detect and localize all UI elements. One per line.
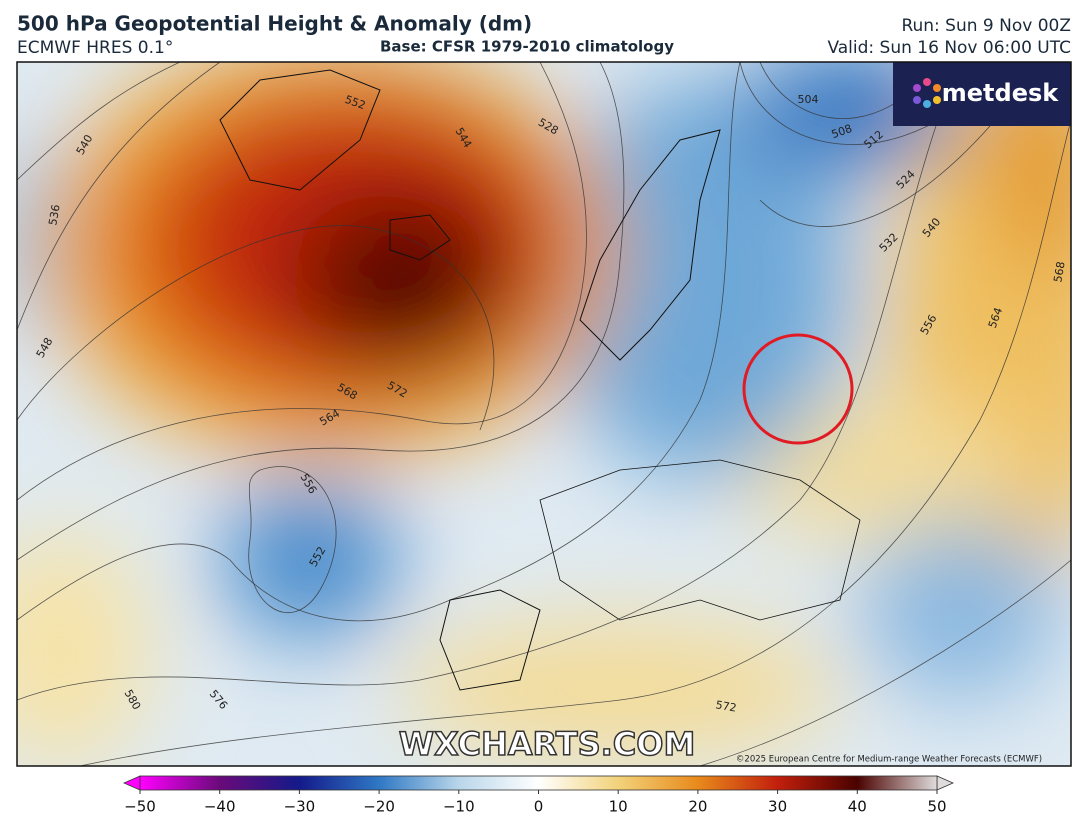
colorbar-tick-label: 40 <box>848 798 867 816</box>
colorbar-end-low <box>123 775 141 791</box>
run: Run: Sun 9 Nov 00Z <box>901 16 1071 36</box>
colorbar-tick-label: −20 <box>363 798 395 816</box>
contour-label: 536 <box>46 203 62 226</box>
contour-label: 568 <box>1051 260 1067 283</box>
colorbar-scale <box>139 775 938 791</box>
copyright: ©2025 European Centre for Medium-range W… <box>736 755 1042 765</box>
colorbar-tick-label: 0 <box>534 798 544 816</box>
colorbar-tick-label: −10 <box>443 798 475 816</box>
colorbar: −50 −40 −30 −20 −10 0 10 20 30 40 50 <box>123 775 954 816</box>
logo: metdesk <box>942 79 1060 107</box>
colorbar-tick-label: −40 <box>204 798 236 816</box>
valid: Valid: Sun 16 Nov 06:00 UTC <box>827 38 1071 58</box>
contour-label: 504 <box>798 93 819 106</box>
colorbar-end-high <box>936 775 954 791</box>
title: 500 hPa Geopotential Height & Anomaly (d… <box>17 12 532 36</box>
contour-label: 572 <box>715 698 738 714</box>
colorbar-tick-label: 50 <box>927 798 946 816</box>
model: ECMWF HRES 0.1° <box>17 38 173 58</box>
watermark: WXCHARTS.COM <box>399 725 696 763</box>
colorbar-tick-label: 20 <box>688 798 707 816</box>
colorbar-tick-label: 30 <box>768 798 787 816</box>
colorbar-tick-label: −30 <box>284 798 316 816</box>
colorbar-tick-label: 10 <box>609 798 628 816</box>
colorbar-tick-label: −50 <box>124 798 156 816</box>
base: Base: CFSR 1979-2010 climatology <box>380 38 674 56</box>
